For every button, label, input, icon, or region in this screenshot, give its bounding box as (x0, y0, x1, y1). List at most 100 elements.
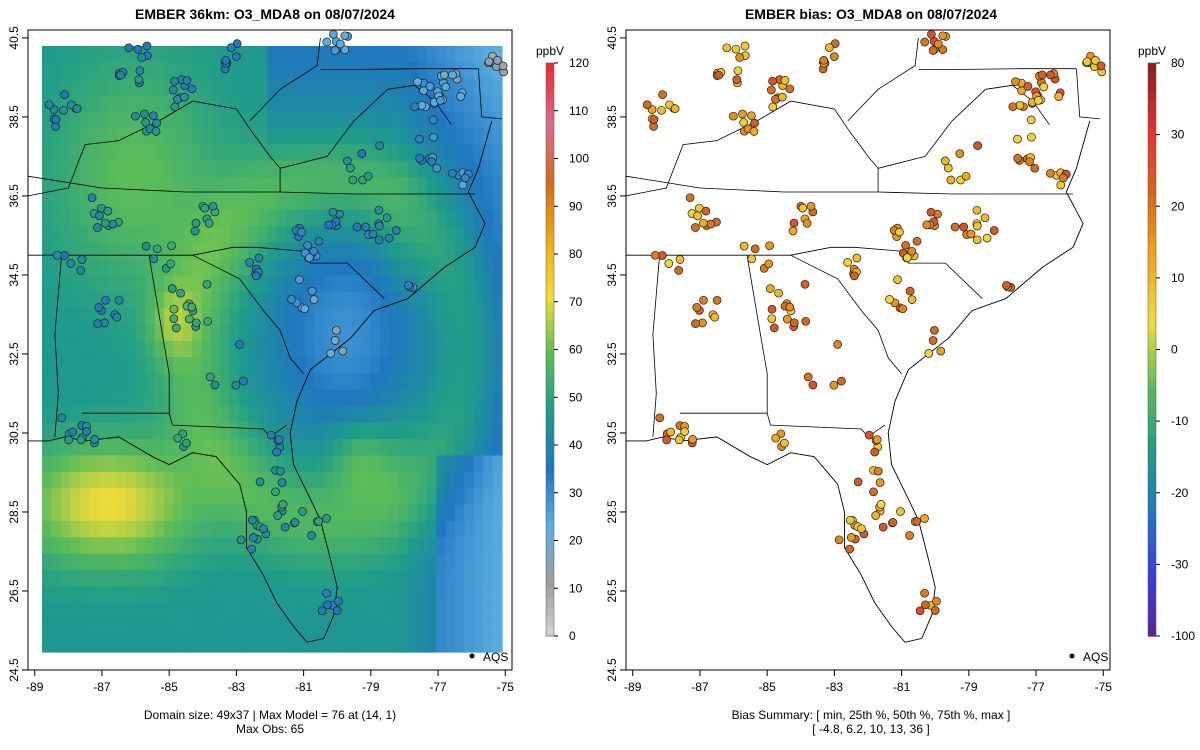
heatmap-cell (389, 455, 400, 473)
heatmap-cell (304, 78, 315, 96)
heatmap-cell (79, 619, 90, 637)
heatmap-cell (370, 95, 381, 113)
colorbar-segment (1148, 569, 1156, 580)
heatmap-cell (323, 193, 334, 211)
colorbar-segment (546, 91, 554, 102)
heatmap-cell (314, 46, 325, 63)
heatmap-cell (304, 570, 315, 588)
heatmap-cell (286, 389, 297, 407)
heatmap-cell (389, 324, 400, 342)
heatmap-cell (201, 570, 212, 588)
heatmap-cell (492, 258, 503, 276)
heatmap-cell (389, 619, 400, 637)
right-bias-points (642, 29, 1107, 616)
colorbar-segment (1148, 244, 1156, 255)
heatmap-cell (333, 160, 344, 178)
aqs-observation-point (202, 279, 212, 289)
heatmap-cell (70, 127, 81, 145)
bias-point (1058, 173, 1068, 183)
heatmap-cell (464, 455, 475, 473)
heatmap-cell (220, 553, 231, 571)
bias-point (901, 240, 910, 250)
heatmap-cell (473, 291, 484, 309)
heatmap-cell (117, 570, 128, 588)
heatmap-cell (379, 504, 390, 522)
heatmap-cell (342, 144, 353, 162)
bias-point (845, 544, 854, 554)
heatmap-cell (342, 357, 353, 375)
bias-point (961, 171, 971, 181)
heatmap-cell (182, 242, 193, 260)
bias-point (800, 279, 810, 289)
state-boundary (878, 84, 1013, 169)
bias-point (699, 295, 708, 305)
heatmap-cell (379, 488, 390, 506)
colorbar-segment (546, 397, 554, 408)
heatmap-cell (389, 389, 400, 407)
heatmap-cell (342, 242, 353, 260)
heatmap-cell (436, 275, 447, 293)
heatmap-cell (436, 586, 447, 604)
heatmap-cell (220, 389, 231, 407)
heatmap-cell (117, 455, 128, 473)
heatmap-cell (464, 324, 475, 342)
aqs-observation-point (460, 173, 470, 183)
heatmap-cell (173, 275, 184, 293)
heatmap-cell (248, 226, 259, 244)
heatmap-cell (417, 504, 428, 522)
heatmap-cell (117, 373, 128, 391)
heatmap-cell (408, 635, 419, 653)
heatmap-cell (192, 258, 203, 276)
heatmap-cell (417, 602, 428, 620)
heatmap-cell (323, 406, 334, 424)
bias-point (1013, 134, 1022, 144)
heatmap-cell (379, 619, 390, 637)
heatmap-cell (267, 504, 278, 522)
bias-point (936, 346, 946, 356)
aqs-observation-point (363, 171, 373, 181)
heatmap-cell (135, 95, 146, 113)
heatmap-cell (276, 488, 287, 506)
heatmap-cell (323, 46, 334, 63)
heatmap-cell (192, 488, 203, 506)
heatmap-cell (173, 193, 184, 211)
heatmap-cell (42, 111, 52, 129)
heatmap-cell (333, 226, 344, 244)
colorbar-segment (1148, 292, 1156, 303)
heatmap-cell (257, 422, 268, 440)
colorbar-segment (1148, 215, 1156, 226)
bias-point (739, 241, 749, 251)
heatmap-cell (88, 455, 99, 473)
colorbar-tick-label: 100 (569, 152, 589, 166)
aqs-observation-point (384, 233, 394, 243)
heatmap-cell (417, 111, 428, 129)
heatmap-cell (267, 373, 278, 391)
heatmap-cell (370, 537, 381, 555)
heatmap-cell (98, 635, 109, 653)
heatmap-cell (370, 455, 381, 473)
colorbar-segment (546, 588, 554, 599)
heatmap-cell (164, 488, 175, 506)
heatmap-cell (361, 324, 372, 342)
heatmap-cell (445, 78, 456, 96)
aqs-observation-point (170, 102, 180, 112)
colorbar-segment (1148, 196, 1156, 207)
heatmap-cell (117, 46, 128, 63)
heatmap-cell (473, 455, 484, 473)
heatmap-cell (257, 586, 268, 604)
heatmap-cell (361, 537, 372, 555)
heatmap-cell (192, 160, 203, 178)
heatmap-cell (126, 95, 137, 113)
heatmap-cell (201, 258, 212, 276)
heatmap-cell (51, 160, 62, 178)
heatmap-cell (379, 111, 390, 129)
heatmap-cell (455, 439, 466, 457)
heatmap-cell (42, 144, 52, 162)
heatmap-cell (257, 209, 268, 227)
heatmap-cell (492, 226, 503, 244)
heatmap-cell (257, 553, 268, 571)
heatmap-cell (248, 373, 259, 391)
heatmap-cell (248, 471, 259, 489)
heatmap-cell (323, 602, 334, 620)
heatmap-cell (182, 586, 193, 604)
